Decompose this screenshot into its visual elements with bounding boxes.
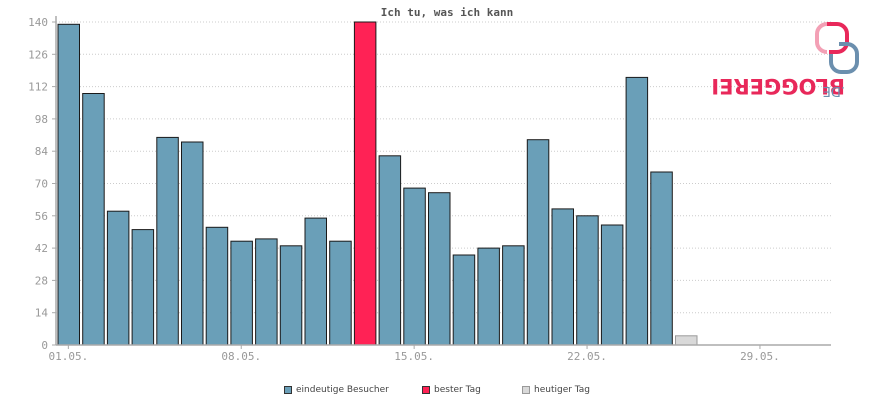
- bar-unique-visitors: [502, 245, 525, 346]
- x-tick-label: 08.05.: [221, 350, 261, 363]
- y-tick-label: 112: [28, 81, 48, 94]
- bars: [57, 21, 698, 346]
- bar-unique-visitors: [255, 238, 278, 346]
- bar-unique-visitors: [526, 139, 550, 346]
- logo-suffix-text: .DE: [822, 83, 845, 98]
- y-tick-label: 14: [35, 307, 49, 320]
- y-tick-label: 84: [35, 145, 49, 158]
- y-tick-label: 126: [28, 48, 48, 61]
- bar-unique-visitors: [106, 210, 130, 346]
- bar-unique-visitors: [650, 171, 673, 346]
- chart-title: Ich tu, was ich kann: [381, 6, 513, 19]
- bar-unique-visitors: [378, 155, 402, 346]
- bar-unique-visitors: [329, 240, 352, 346]
- legend-swatch-best-day: [422, 386, 430, 394]
- bar-unique-visitors: [230, 240, 253, 346]
- bar-unique-visitors: [279, 245, 303, 346]
- bar-unique-visitors: [181, 141, 204, 346]
- legend: eindeutige Besucher bester Tag heutiger …: [0, 385, 870, 399]
- y-tick-label: 140: [28, 16, 48, 29]
- y-tick-label: 42: [35, 242, 48, 255]
- bar-best-day: [353, 21, 377, 346]
- bar-unique-visitors: [403, 187, 426, 346]
- x-tick-label: 29.05.: [740, 350, 780, 363]
- bar-unique-visitors: [551, 208, 574, 346]
- legend-label-unique-visitors: eindeutige Besucher: [296, 385, 389, 395]
- legend-swatch-today: [522, 386, 530, 394]
- bar-unique-visitors: [156, 136, 179, 346]
- bar-unique-visitors: [625, 76, 649, 346]
- bloggerei-logo: BLOGGEREI .DE: [711, 18, 867, 218]
- bar-unique-visitors: [57, 23, 80, 346]
- legend-item-best-day: bester Tag: [422, 385, 481, 395]
- axes: [55, 16, 831, 346]
- bar-unique-visitors: [477, 247, 500, 346]
- y-tick-label: 28: [35, 274, 48, 287]
- bar-unique-visitors: [82, 93, 105, 346]
- legend-swatch-unique-visitors: [284, 386, 292, 394]
- bloggerei-logo-icon: [815, 22, 859, 74]
- y-tick-label: 70: [35, 178, 48, 191]
- x-tick-label: 15.05.: [394, 350, 434, 363]
- bloggerei-wordmark: BLOGGEREI .DE: [711, 74, 847, 226]
- y-tick-label: 56: [35, 210, 48, 223]
- bar-unique-visitors: [205, 226, 229, 346]
- bar-unique-visitors: [428, 192, 451, 346]
- legend-label-today: heutiger Tag: [534, 385, 591, 395]
- legend-label-best-day: bester Tag: [434, 385, 481, 395]
- legend-item-unique-visitors: eindeutige Besucher: [284, 385, 389, 395]
- x-tick-label: 22.05.: [567, 350, 607, 363]
- bar-unique-visitors: [452, 254, 476, 346]
- bar-unique-visitors: [131, 229, 155, 346]
- y-axis-ticks: 0 14 28 42 56 70 84 98 112 126 140: [28, 16, 56, 352]
- y-tick-label: 98: [35, 113, 48, 126]
- bar-today: [675, 335, 698, 346]
- bar-unique-visitors: [576, 215, 599, 346]
- bar-unique-visitors: [600, 224, 624, 346]
- bar-unique-visitors: [304, 217, 327, 346]
- legend-item-today: heutiger Tag: [522, 385, 590, 395]
- y-tick-label: 0: [41, 339, 48, 352]
- x-axis-ticks: 01.05. 08.05. 15.05. 22.05. 29.05.: [48, 345, 780, 363]
- x-tick-label: 01.05.: [48, 350, 88, 363]
